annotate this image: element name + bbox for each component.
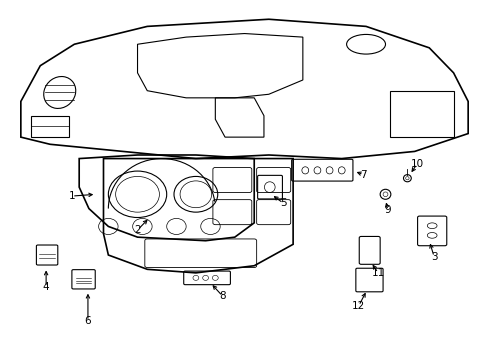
- Text: 10: 10: [410, 159, 423, 169]
- Text: 5: 5: [280, 198, 286, 208]
- Text: 7: 7: [360, 170, 366, 180]
- Text: 12: 12: [351, 301, 365, 311]
- Text: 9: 9: [384, 205, 390, 215]
- Text: 1: 1: [68, 191, 75, 201]
- Text: 4: 4: [43, 282, 49, 292]
- Text: 11: 11: [371, 268, 384, 278]
- Text: 8: 8: [219, 291, 225, 301]
- Text: 2: 2: [134, 225, 141, 235]
- Text: 3: 3: [430, 252, 437, 262]
- Text: 6: 6: [84, 316, 91, 326]
